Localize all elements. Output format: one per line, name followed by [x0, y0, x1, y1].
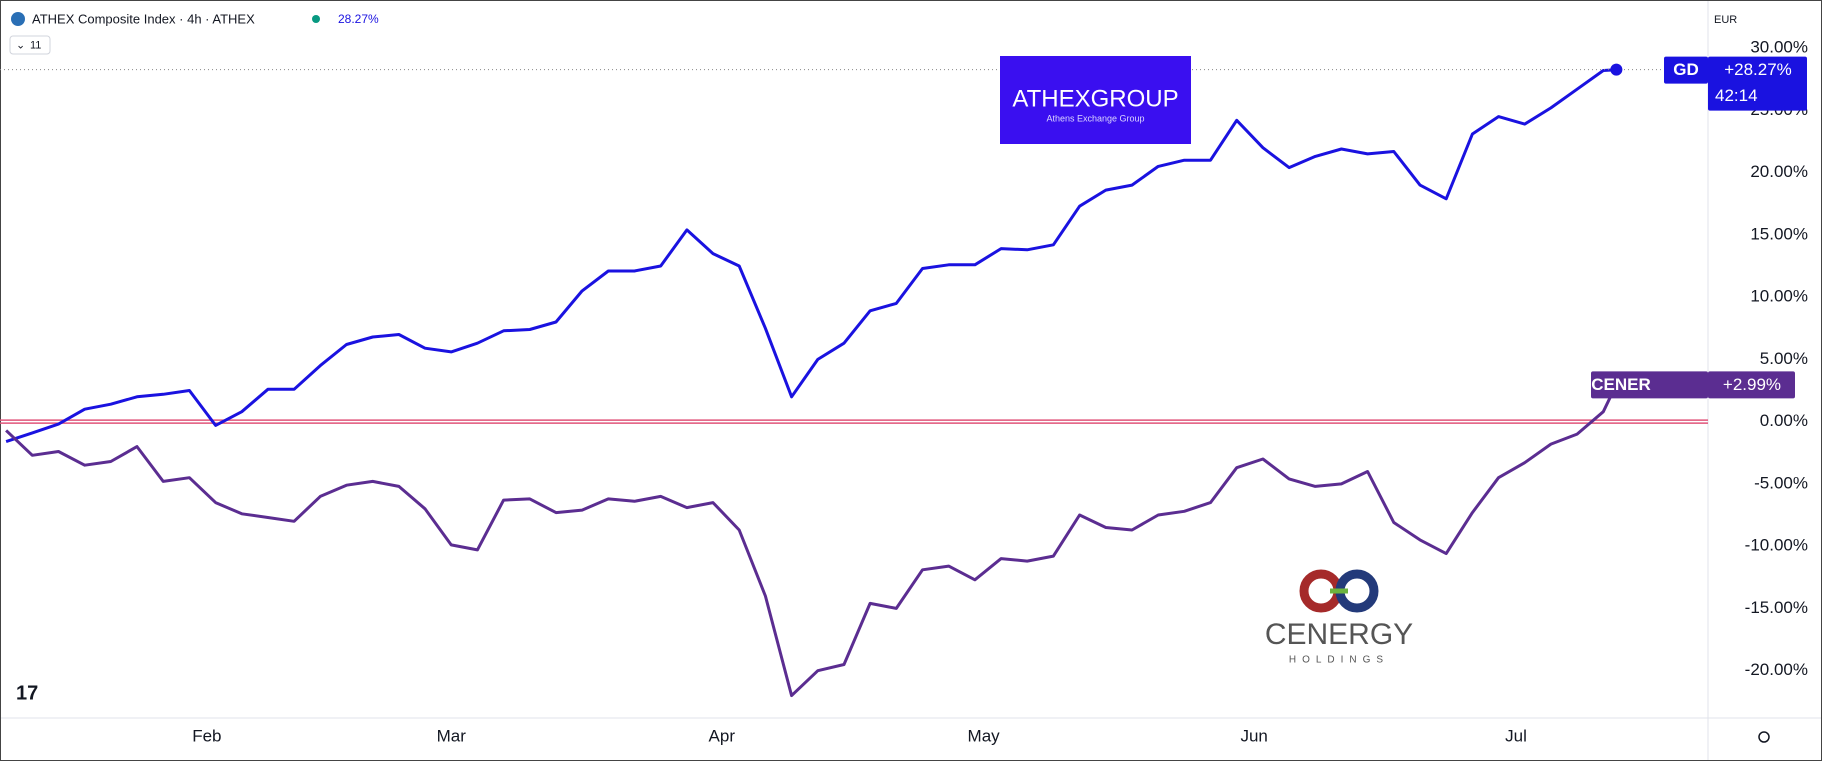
cenergy-logo-text: CENERGY [1265, 618, 1413, 651]
x-tick-label: Feb [192, 726, 221, 745]
last-point [1610, 63, 1623, 76]
x-tick-label: Apr [709, 726, 736, 745]
series-tag [1664, 56, 1708, 84]
y-tick-label: 0.00% [1760, 411, 1808, 430]
symbol-icon[interactable] [11, 12, 25, 26]
x-tick-label: Mar [437, 726, 467, 745]
plot-area [0, 63, 1708, 698]
last-value-tag [1708, 371, 1795, 399]
x-tick-label: May [968, 726, 1001, 745]
chevron: ⌄ [16, 39, 25, 51]
status-dot [312, 15, 320, 23]
header-change: 28.27% [338, 12, 379, 26]
y-tick-label: 10.00% [1750, 287, 1808, 306]
cenergy-logo-sub: HOLDINGS [1289, 655, 1389, 666]
indicator-count: 11 [30, 39, 41, 51]
currency: EUR [1714, 14, 1737, 26]
x-tick-label: Jul [1505, 726, 1527, 745]
athex-logo-text: ATHEXGROUP [1012, 85, 1178, 112]
last-value-label: +2.99% [1723, 375, 1781, 394]
y-tick-label: 30.00% [1750, 38, 1808, 57]
y-tick-label: -20.00% [1745, 660, 1808, 679]
series-tag-name: CENER [1591, 375, 1651, 394]
y-tick-label: -10.00% [1745, 536, 1808, 555]
athex-logo [1000, 56, 1191, 144]
y-tick-label: 20.00% [1750, 162, 1808, 181]
series-line [5, 383, 1618, 698]
last-value-label: +28.27% [1724, 60, 1792, 79]
tv-logo[interactable]: 17 [16, 682, 38, 704]
series-line [5, 68, 1617, 444]
y-tick-label: -15.00% [1745, 598, 1808, 617]
series-tag [1591, 371, 1708, 399]
y-tick-label: -5.00% [1754, 473, 1808, 492]
series-tag-name: GD [1673, 60, 1699, 79]
y-tick-label: 5.00% [1760, 349, 1808, 368]
symbol-title[interactable]: ATHEX Composite Index · 4h · ATHEX [32, 11, 255, 26]
y-tick-label: 15.00% [1750, 224, 1808, 243]
settings-button[interactable] [1758, 731, 1770, 743]
last-value-tag [1708, 56, 1807, 111]
x-tick-label: Jun [1240, 726, 1267, 745]
indicator-toggle[interactable] [9, 35, 51, 55]
athex-logo-sub: Athens Exchange Group [1046, 113, 1144, 123]
countdown: 42:14 [1715, 86, 1758, 105]
